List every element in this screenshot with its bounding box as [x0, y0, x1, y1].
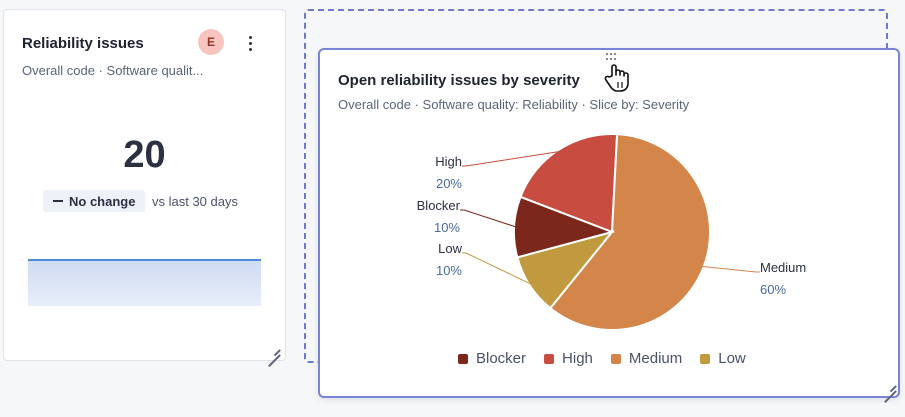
leader-line-blocker — [460, 209, 517, 228]
legend-label: Medium — [628, 350, 683, 367]
legend-item-blocker[interactable]: Blocker — [458, 350, 526, 367]
change-badge: No change — [43, 190, 146, 212]
card-title: Reliability issues — [22, 35, 144, 52]
slice-name-label: Medium — [760, 260, 806, 275]
card-title: Open reliability issues by severity — [338, 72, 580, 89]
legend-item-medium[interactable]: Medium — [610, 350, 683, 367]
more-options-icon[interactable] — [244, 36, 256, 56]
slice-percent-label: 20% — [436, 176, 462, 191]
legend-item-low[interactable]: Low — [700, 350, 746, 367]
slice-percent-label: 10% — [436, 263, 462, 278]
change-label: No change — [69, 193, 136, 209]
comparison-text: vs last 30 days — [152, 194, 238, 209]
legend-swatch — [544, 353, 555, 364]
chart-legend: Blocker High Medium Low — [458, 350, 758, 367]
slice-name-label: Low — [438, 241, 462, 256]
leader-line-medium — [701, 265, 760, 273]
drag-handle-icon[interactable] — [606, 53, 618, 61]
resize-handle-icon[interactable] — [882, 377, 896, 391]
legend-label: High — [562, 350, 593, 367]
slice-percent-label: 10% — [434, 220, 460, 235]
leader-line-low — [462, 252, 532, 285]
legend-label: Blocker — [476, 350, 527, 367]
card-subtitle: Overall code · Software qualit... — [22, 63, 204, 78]
legend-item-high[interactable]: High — [544, 350, 593, 367]
pie-slice-high[interactable] — [519, 133, 619, 234]
legend-swatch — [458, 353, 468, 364]
slice-name-label: High — [435, 154, 462, 169]
metric-value: 20 — [123, 134, 166, 176]
legend-label: Low — [718, 350, 746, 367]
pie-chart: High 20% Medium 60% Low 10% Blocker 10% — [417, 133, 806, 331]
avatar[interactable]: E — [198, 29, 224, 55]
severity-pie-card[interactable]: Open reliability issues by severity Over… — [318, 48, 900, 398]
legend-swatch — [700, 353, 711, 364]
resize-handle-icon[interactable] — [266, 341, 280, 355]
minus-icon — [53, 200, 63, 202]
legend-swatch — [610, 353, 621, 364]
trend-area-chart — [28, 259, 261, 306]
hand-cursor-icon — [604, 64, 629, 92]
reliability-issues-card[interactable]: Reliability issues E Overall code · Soft… — [3, 9, 286, 361]
pie-slice-blocker[interactable] — [513, 195, 616, 259]
slice-percent-label: 60% — [760, 282, 786, 297]
leader-line-high — [462, 150, 560, 167]
slice-name-label: Blocker — [417, 198, 461, 213]
card-subtitle: Overall code · Software quality: Reliabi… — [338, 97, 690, 112]
